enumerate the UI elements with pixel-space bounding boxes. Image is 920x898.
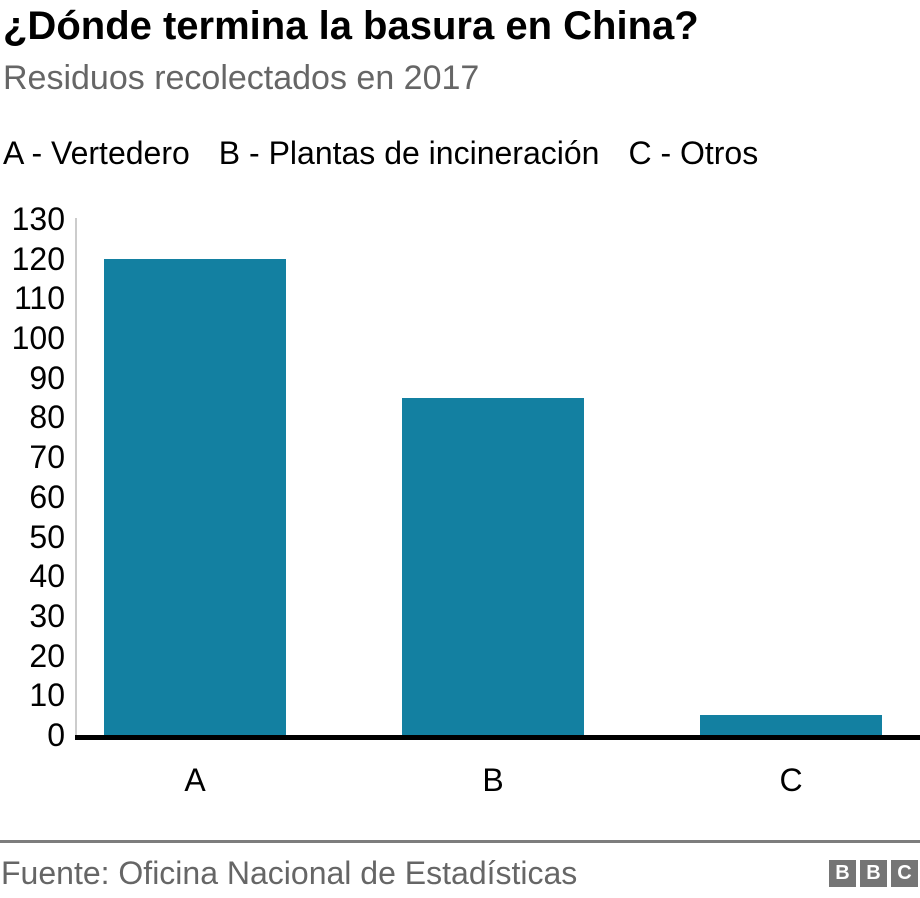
y-tick-label-100: 100: [11, 320, 65, 357]
x-axis-line: [75, 735, 920, 740]
y-tick-label-120: 120: [11, 240, 65, 277]
footer-divider: [0, 840, 920, 843]
bbc-logo-block-b2: B: [860, 860, 887, 887]
y-tick-label-60: 60: [29, 478, 65, 515]
y-tick-label-0: 0: [47, 717, 65, 753]
source-text: Fuente: Oficina Nacional de Estadísticas: [1, 855, 578, 891]
y-tick-label-130: 130: [11, 201, 65, 237]
chart-subtitle: Residuos recolectados en 2017: [3, 59, 480, 97]
bar-a: [104, 258, 286, 735]
y-tick-label-40: 40: [29, 558, 65, 595]
legend-item-vertedero: A - Vertedero: [3, 135, 190, 171]
x-axis-label-a: A: [184, 762, 206, 798]
legend-item-otros: C - Otros: [628, 135, 759, 171]
bar-b: [402, 397, 584, 735]
legend-item-incineracion: B - Plantas de incineración: [218, 135, 600, 171]
y-tick-label-20: 20: [29, 637, 65, 674]
y-tick-label-10: 10: [29, 677, 65, 714]
bbc-logo-block-b1: B: [829, 860, 856, 887]
bbc-logo: B B C: [829, 860, 918, 887]
chart-legend: A - Vertedero B - Plantas de incineració…: [3, 135, 758, 172]
y-tick-label-110: 110: [13, 280, 65, 317]
y-tick-label-70: 70: [29, 439, 65, 476]
y-tick-label-80: 80: [29, 399, 65, 436]
bar-c: [700, 715, 882, 735]
x-axis-label-c: C: [779, 762, 803, 798]
bbc-logo-block-c: C: [891, 860, 918, 887]
y-axis-line: [75, 218, 77, 735]
y-tick-label-90: 90: [29, 359, 65, 396]
y-tick-label-50: 50: [29, 518, 65, 555]
chart-title: ¿Dónde termina la basura en China?: [3, 4, 699, 48]
x-axis-label-b: B: [482, 762, 504, 798]
y-tick-label-30: 30: [29, 597, 65, 634]
